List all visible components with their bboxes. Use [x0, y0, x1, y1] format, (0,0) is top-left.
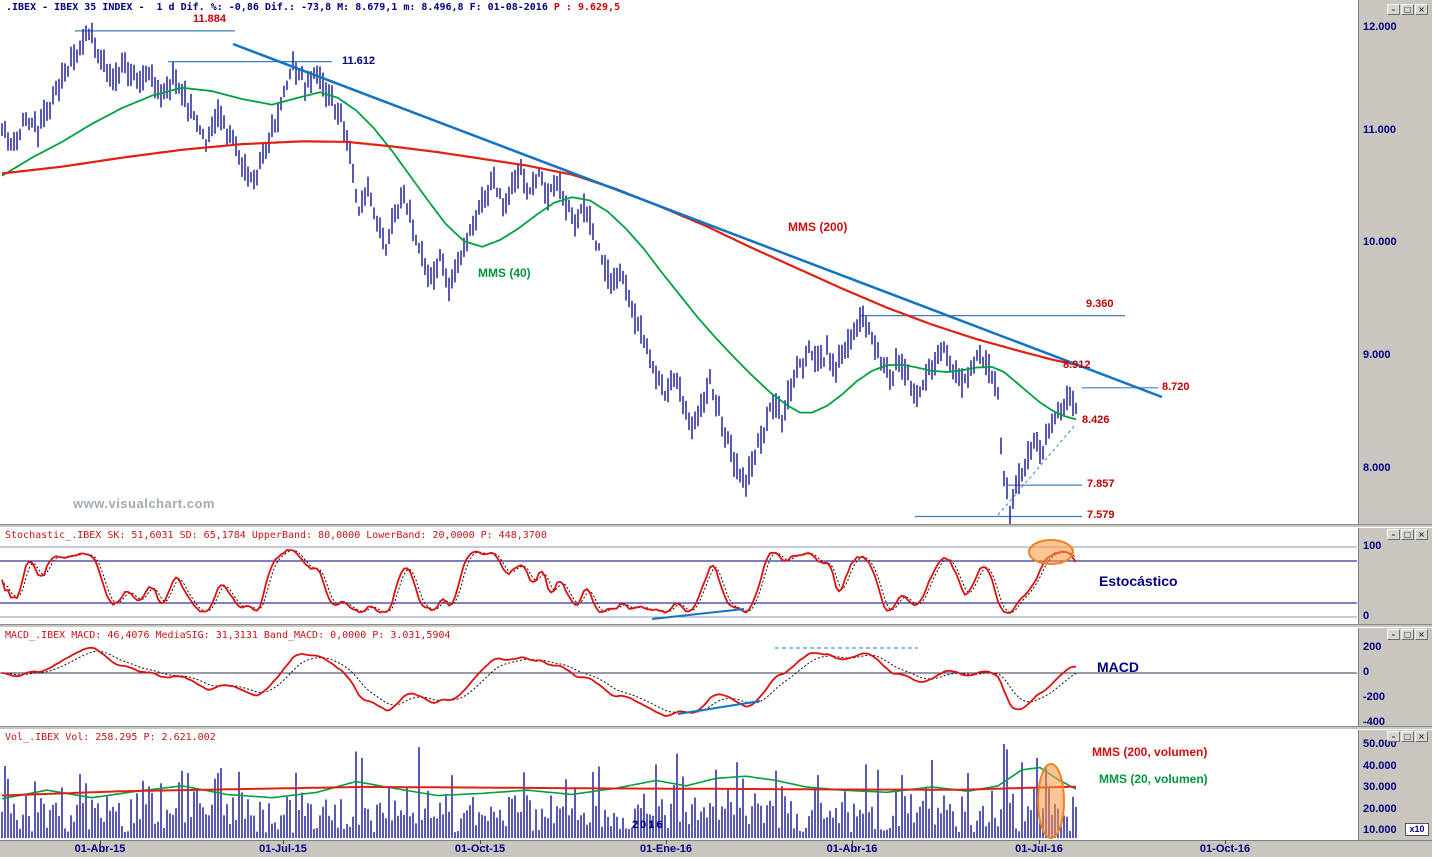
restore-button[interactable]: □ — [1401, 731, 1414, 742]
macd-axis-label: 0 — [1363, 666, 1370, 678]
volume-mms200-label: MMS (200, volumen) — [1092, 745, 1208, 759]
macd-axis-label: 200 — [1363, 641, 1382, 653]
time-axis-tick — [666, 840, 667, 844]
volume-axis-label: 20.000 — [1363, 803, 1397, 815]
price-level-label: 7.579 — [1087, 509, 1115, 521]
time-axis-label: 01-Oct-16 — [1199, 843, 1251, 855]
chart-canvas[interactable] — [0, 0, 1358, 840]
time-axis-tick — [480, 840, 481, 844]
price-level-label: 9.360 — [1086, 298, 1114, 310]
time-axis-tick — [1039, 840, 1040, 844]
time-axis-label: 01-Jul-15 — [259, 843, 307, 855]
time-axis-label: 01-Abr-15 — [74, 843, 126, 855]
panel-splitter[interactable] — [0, 726, 1432, 730]
price-axis-label: 8.000 — [1363, 462, 1391, 474]
minimize-button[interactable]: – — [1387, 629, 1400, 640]
price-level-label: 11.884 — [193, 13, 227, 25]
price-axis-label: 11.000 — [1363, 124, 1397, 136]
price-level-label: 11.612 — [342, 55, 376, 67]
volume-multiplier-badge: x10 — [1405, 823, 1429, 836]
year-label: 2016 — [632, 819, 665, 831]
time-axis-tick — [852, 840, 853, 844]
minimize-button[interactable]: – — [1387, 731, 1400, 742]
panel-splitter[interactable] — [0, 624, 1432, 628]
volume-mms20-label: MMS (20, volumen) — [1099, 772, 1208, 786]
panel-splitter[interactable] — [0, 524, 1432, 528]
price-level-label: 7.857 — [1087, 478, 1115, 490]
volume-axis-label: 30.000 — [1363, 781, 1397, 793]
restore-button[interactable]: □ — [1401, 529, 1414, 540]
close-button[interactable]: × — [1415, 731, 1428, 742]
volume-axis-label: 40.000 — [1363, 760, 1397, 772]
mms200-label: MMS (200) — [788, 220, 848, 234]
macd-axis-label: -400 — [1363, 716, 1386, 728]
price-level-label: 8.720 — [1162, 381, 1190, 393]
mms40-label: MMS (40) — [478, 266, 531, 280]
close-button[interactable]: × — [1415, 529, 1428, 540]
stochastic-title-label: Estocástico — [1099, 573, 1178, 589]
time-axis-label: 01-Ene-16 — [640, 843, 692, 855]
last-price: P : 9.629,5 — [553, 2, 621, 13]
time-axis[interactable] — [0, 840, 1432, 857]
stochastic-axis-label: 0 — [1363, 610, 1370, 622]
minimize-button[interactable]: – — [1387, 4, 1400, 15]
minimize-button[interactable]: – — [1387, 529, 1400, 540]
close-button[interactable]: × — [1415, 4, 1428, 15]
watermark: www.visualchart.com — [73, 496, 215, 511]
macd-title-label: MACD — [1097, 659, 1139, 675]
chart-header: .IBEX - IBEX 35 INDEX - 1 d Dif. %: -0,8… — [6, 2, 620, 13]
close-button[interactable]: × — [1415, 629, 1428, 640]
price-level-label: 8.426 — [1082, 414, 1110, 426]
stochastic-axis-label: 100 — [1363, 540, 1382, 552]
price-level-label: 8.912 — [1063, 359, 1091, 371]
volume-header: Vol_.IBEX Vol: 258.295 P: 2.621.002 — [5, 732, 216, 743]
restore-button[interactable]: □ — [1401, 629, 1414, 640]
price-axis[interactable] — [1358, 0, 1432, 840]
time-axis-label: 01-Oct-15 — [454, 843, 506, 855]
time-axis-tick — [100, 840, 101, 844]
symbol-info: .IBEX - IBEX 35 INDEX - 1 d Dif. %: -0,8… — [6, 2, 554, 13]
time-axis-tick — [283, 840, 284, 844]
time-axis-tick — [1225, 840, 1226, 844]
macd-header: MACD_.IBEX MACD: 46,4076 MediaSIG: 31,31… — [5, 630, 451, 641]
time-axis-label: 01-Abr-16 — [826, 843, 878, 855]
volume-axis-label: 10.000 — [1363, 824, 1397, 836]
price-axis-label: 10.000 — [1363, 236, 1397, 248]
price-axis-label: 12.000 — [1363, 21, 1397, 33]
stochastic-header: Stochastic_.IBEX SK: 51,6031 SD: 65,1784… — [5, 530, 547, 541]
price-axis-label: 9.000 — [1363, 349, 1391, 361]
restore-button[interactable]: □ — [1401, 4, 1414, 15]
macd-axis-label: -200 — [1363, 691, 1386, 703]
time-axis-label: 01-Jul-16 — [1015, 843, 1063, 855]
